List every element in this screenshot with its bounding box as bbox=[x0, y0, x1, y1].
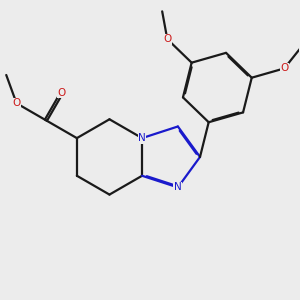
Text: O: O bbox=[280, 63, 288, 74]
Text: N: N bbox=[138, 133, 146, 143]
Text: O: O bbox=[58, 88, 66, 98]
Text: O: O bbox=[163, 34, 171, 44]
Text: O: O bbox=[12, 98, 21, 108]
Text: N: N bbox=[174, 182, 182, 192]
